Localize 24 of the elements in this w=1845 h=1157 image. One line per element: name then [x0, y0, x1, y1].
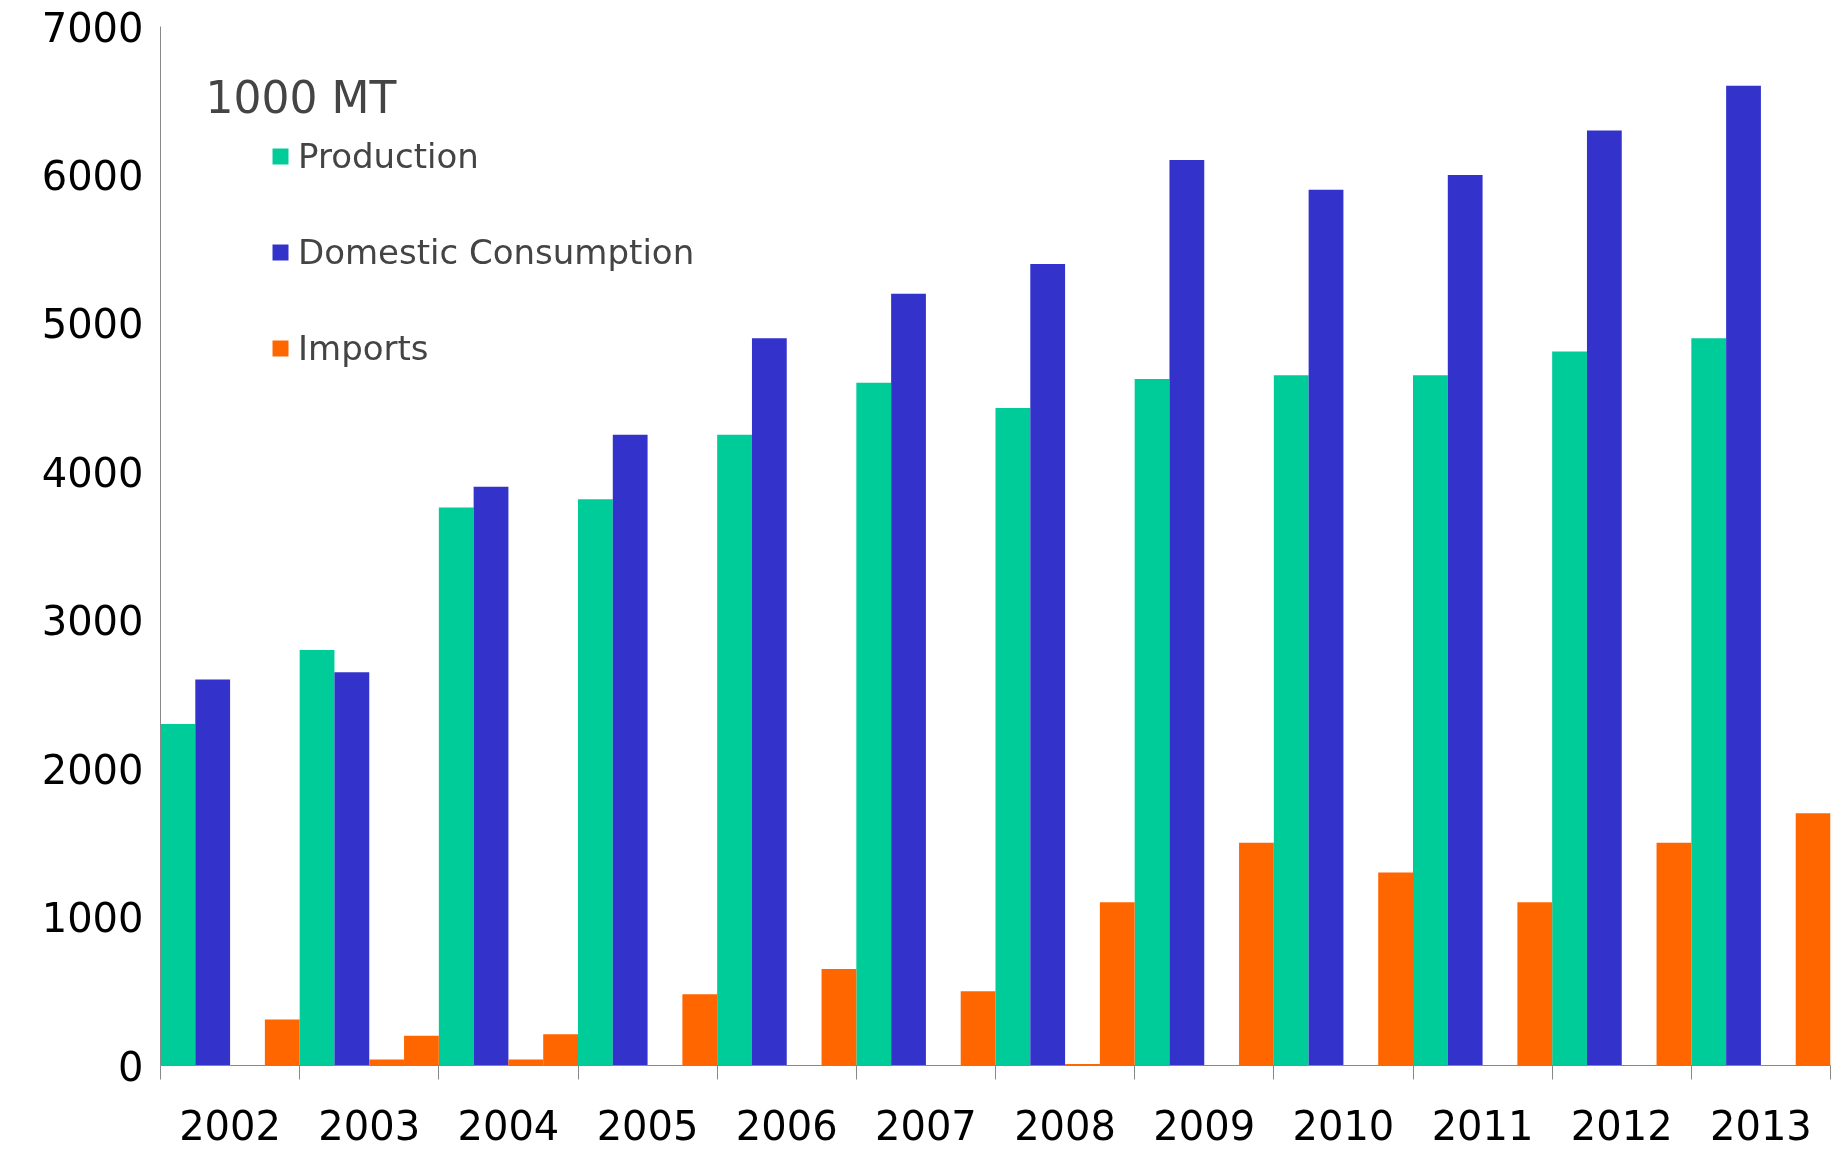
x-tick-label: 2002	[179, 1102, 281, 1149]
x-tick-label: 2011	[1431, 1102, 1534, 1149]
y-tick-label: 0	[118, 1043, 144, 1090]
x-tick-label: 2012	[1570, 1102, 1673, 1149]
x-tick-label: 2008	[1014, 1102, 1116, 1149]
x-tick-label: 2007	[875, 1102, 977, 1149]
x-tick-label: 2005	[596, 1102, 699, 1149]
legend-label: Production	[298, 136, 479, 176]
y-tick-label: 6000	[41, 152, 144, 199]
x-tick-label: 2006	[735, 1102, 838, 1149]
x-tick-label: 2010	[1292, 1102, 1395, 1149]
x-tick-label: 2003	[318, 1102, 421, 1149]
y-tick-label: 4000	[41, 449, 144, 496]
x-tick-label: 2013	[1710, 1102, 1812, 1149]
y-tick-label: 2000	[41, 746, 144, 793]
y-tick-label: 3000	[41, 598, 144, 645]
y-tick-label: 7000	[41, 4, 144, 51]
legend-label: Domestic Consumption	[298, 232, 695, 272]
legend-label: Imports	[298, 328, 429, 368]
y-tick-label: 1000	[41, 895, 144, 942]
y-axis-title: 1000 MT	[205, 71, 397, 123]
x-tick-label: 2009	[1153, 1102, 1256, 1149]
y-tick-label: 5000	[41, 301, 144, 348]
x-tick-label: 2004	[457, 1102, 560, 1149]
